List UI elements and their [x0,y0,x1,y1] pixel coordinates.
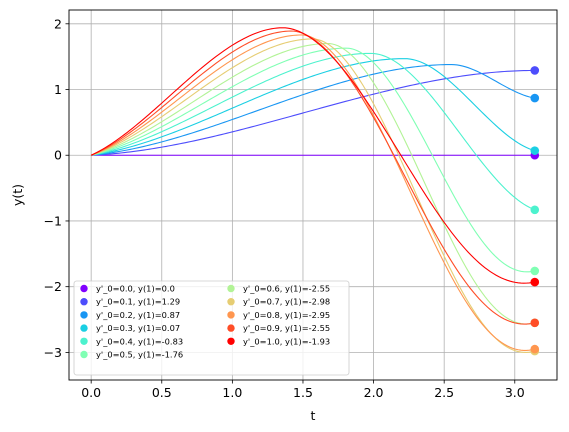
legend-box [73,280,350,376]
end-markers [530,66,540,356]
series-line [90,34,535,351]
x-tick-label: 1.0 [222,385,242,400]
x-tick-label: 0.0 [81,385,101,400]
legend-label: y'_0=0.4, y(1)=-0.83 [96,336,183,346]
end-marker [530,205,540,215]
end-marker [530,146,540,155]
end-marker [530,266,540,276]
legend: y'_0=0.0, y(1)=0.0 y'_0=0.1, y(1)=1.29 y'_… [73,280,350,376]
series-line [91,52,535,211]
series-line [91,58,535,156]
series-line [91,47,535,273]
end-marker [530,318,540,328]
legend-marker [80,350,88,359]
y-tick-label: −2 [44,279,62,294]
legend-label: y'_0=0.8, y(1)=-2.95 [243,310,330,320]
y-tick-label: 2 [54,16,62,31]
end-marker [530,93,540,103]
legend-label: y'_0=0.0, y(1)=0.0 [96,284,175,294]
y-tick-label: 0 [54,148,62,163]
legend-label: y'_0=0.1, y(1)=1.29 [96,297,180,307]
legend-marker [80,324,88,332]
legend-marker [227,284,235,293]
y-axis-label: y(t) [10,184,25,206]
end-marker [530,66,540,75]
series-line [91,69,535,156]
y-tick-label: −1 [44,213,62,228]
series-line [91,42,535,325]
legend-marker [80,337,88,345]
legend-marker [80,311,88,319]
y-tick-label: 1 [54,82,62,97]
legend-label: y'_0=0.9, y(1)=-2.55 [243,323,330,333]
series-line [90,30,535,325]
end-marker [530,277,540,287]
x-tick-label: 0.5 [152,385,172,400]
legend-label: y'_0=1.0, y(1)=-1.93 [243,336,330,346]
legend-label: y'_0=0.5, y(1)=-1.76 [96,350,183,360]
y-ticks: −3 −2 −1 0 1 2 [44,16,69,360]
series-line [91,63,535,156]
x-tick-label: 1.5 [293,385,313,400]
legend-marker [227,337,235,345]
legend-marker [227,311,235,319]
legend-label: y'_0=0.3, y(1)=0.07 [96,323,180,333]
x-tick-label: 3.0 [505,385,525,400]
x-tick-label: 2.0 [364,385,384,400]
legend-label: y'_0=0.7, y(1)=-2.98 [243,297,330,307]
plot-frame [68,9,558,381]
series-lines [90,27,535,353]
x-tick-label: 2.5 [434,385,454,400]
legend-label: y'_0=0.2, y(1)=0.87 [96,310,180,320]
legend-marker [80,284,88,293]
series-line [90,27,535,284]
y-tick-label: −3 [44,345,62,360]
legend-marker [227,324,235,332]
x-ticks: 0.0 0.5 1.0 1.5 2.0 2.5 3.0 [81,380,525,400]
end-marker [530,344,540,354]
x-axis-label: t [311,408,316,423]
legend-label: y'_0=0.6, y(1)=-2.55 [243,284,330,294]
legend-marker [80,298,88,306]
legend-marker [227,298,235,306]
